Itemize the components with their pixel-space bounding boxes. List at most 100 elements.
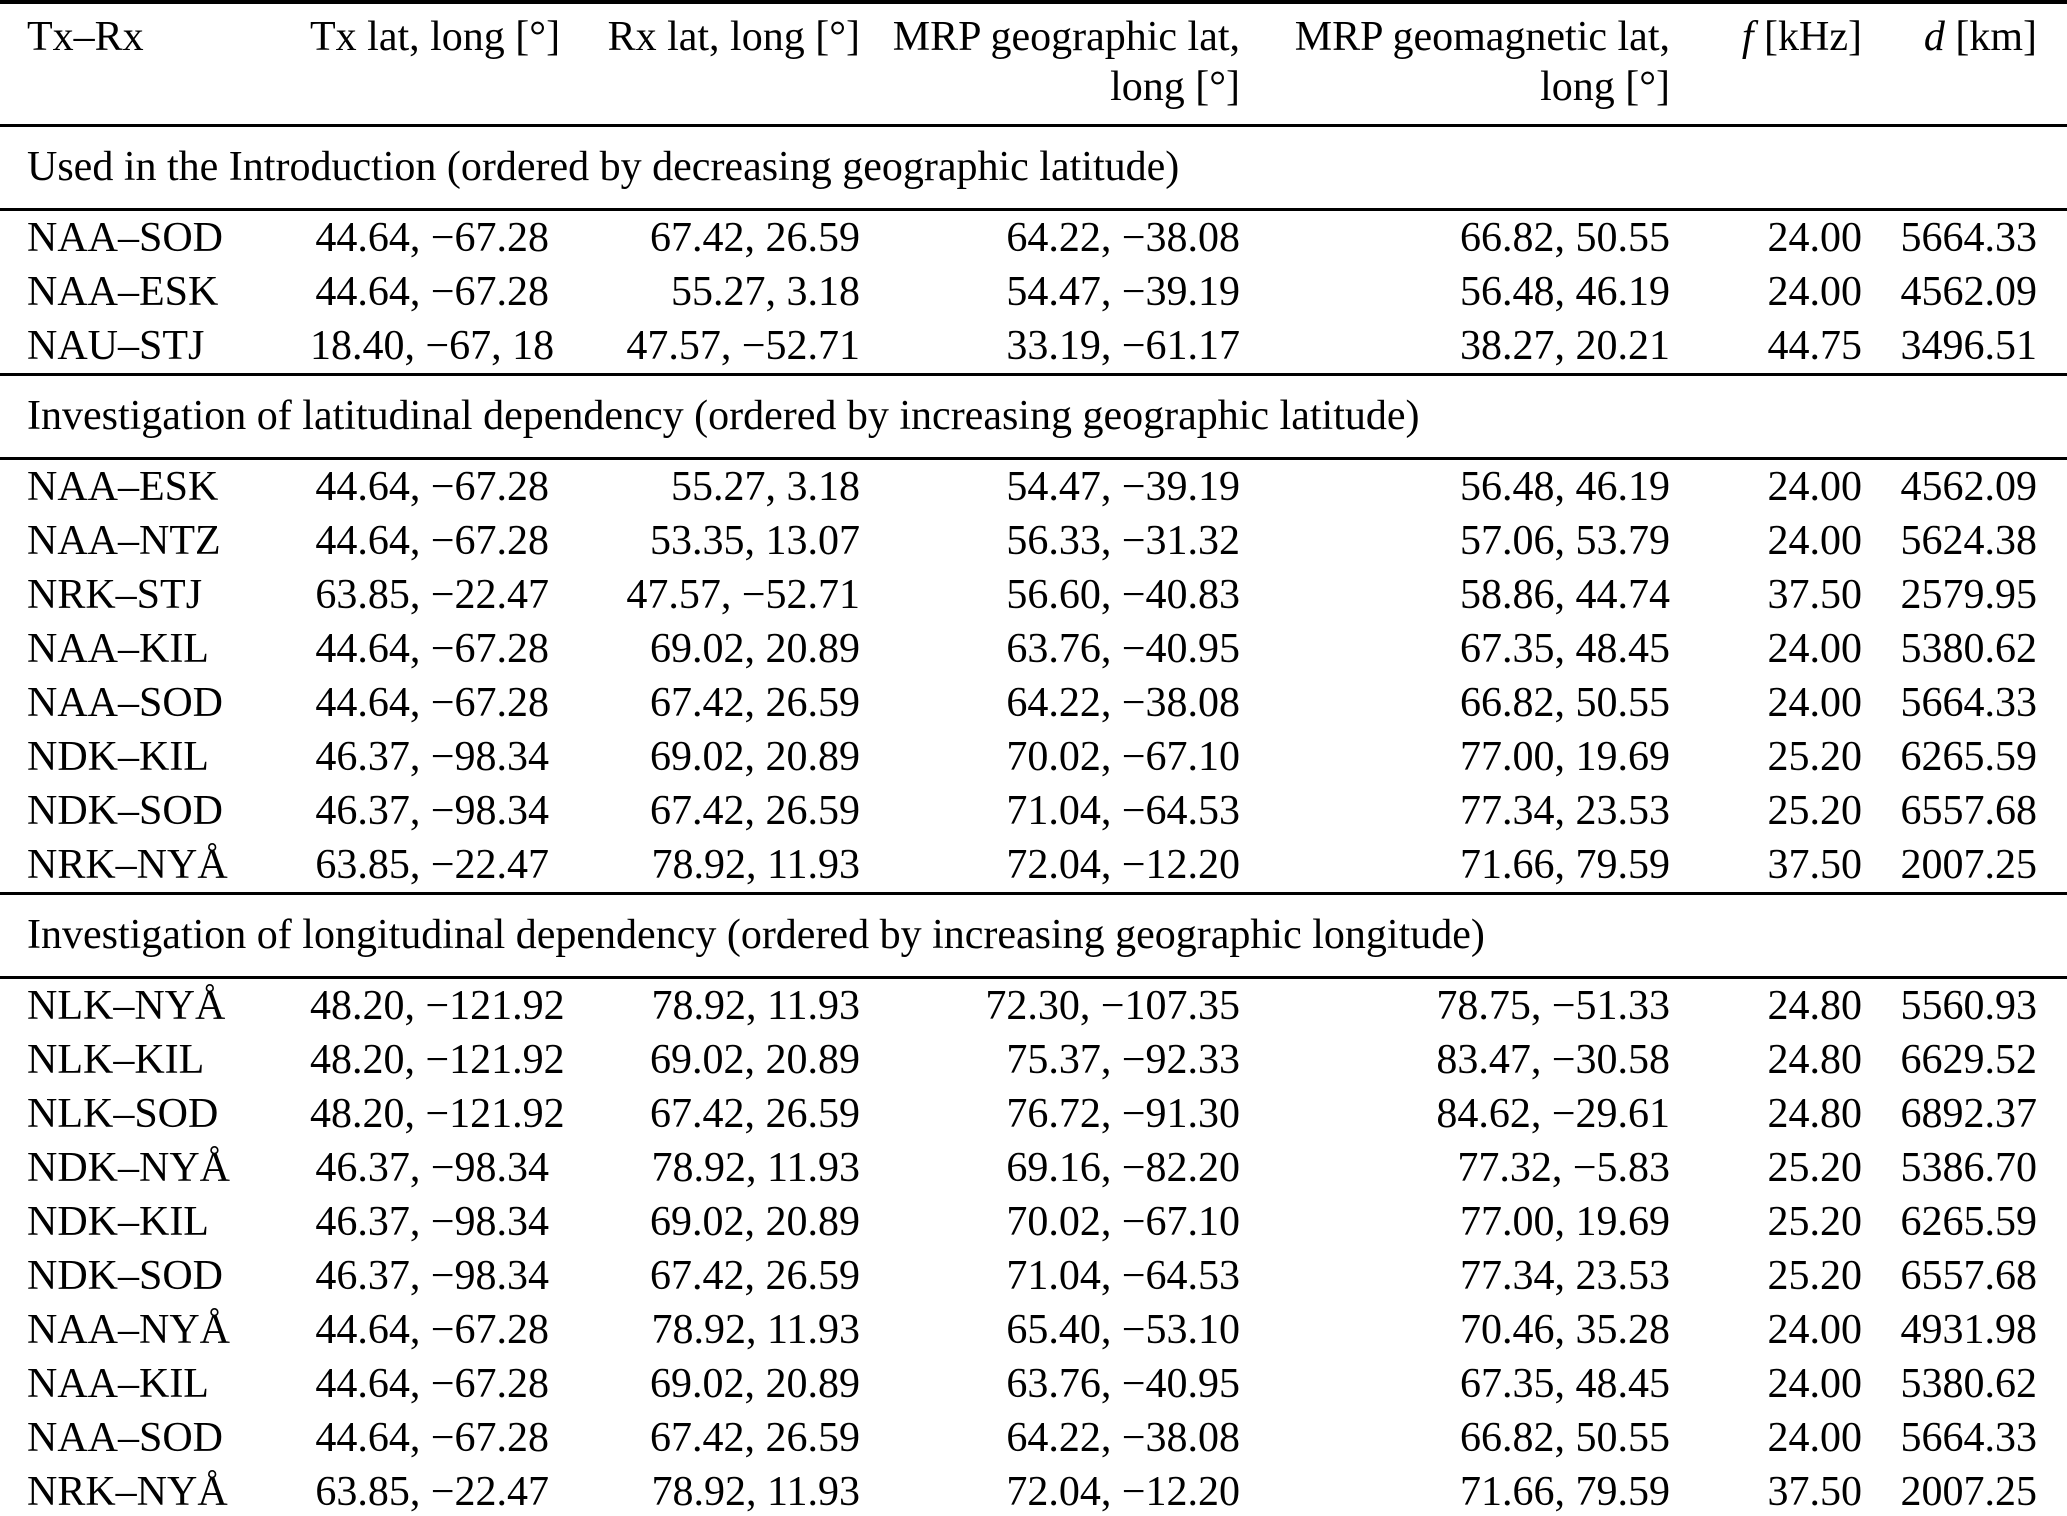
value-cell: 46.37, −98.34 [315, 788, 549, 834]
value-cell: 69.16, −82.20 [1006, 1145, 1240, 1191]
value-cell: 66.82, 50.55 [1460, 1415, 1670, 1461]
value-cell: 44.64, −67.28 [315, 464, 549, 510]
distance-symbol: d [1923, 14, 1945, 60]
value-cell: 77.34, 23.53 [1460, 1253, 1670, 1299]
value-cell: 44.75 [1767, 323, 1863, 369]
value-cell: 25.20 [1767, 1199, 1863, 1245]
value-cell: 67.35, 48.45 [1460, 1361, 1670, 1407]
value-cell: 64.22, −38.08 [1006, 680, 1240, 726]
value-cell: 67.42, 26.59 [650, 1415, 860, 1461]
value-cell: 70.02, −67.10 [1006, 1199, 1240, 1245]
value-cell: 69.02, 20.89 [650, 1199, 860, 1245]
value-cell: 25.20 [1767, 1253, 1863, 1299]
value-cell: 6265.59 [1900, 734, 2038, 780]
value-cell: 77.32, −5.83 [1457, 1145, 1670, 1191]
value-cell: 44.64, −67.28 [315, 1415, 549, 1461]
value-cell: 70.46, 35.28 [1460, 1307, 1670, 1353]
value-cell: 56.60, −40.83 [1006, 572, 1240, 618]
value-cell: 58.86, 44.74 [1460, 572, 1670, 618]
value-cell: 24.00 [1767, 626, 1863, 672]
value-cell: 44.64, −67.28 [315, 269, 549, 315]
value-cell: 44.64, −67.28 [315, 680, 549, 726]
value-cell: 5664.33 [1900, 215, 2038, 261]
header-tx-lat-long: Tx lat, long [°] [310, 2, 560, 127]
value-cell: 37.50 [1767, 1469, 1863, 1515]
value-cell: 5380.62 [1900, 1361, 2038, 1407]
table-row: NAU–STJ 18.40, −67, 18 47.57, −52.71 33.19,… [0, 319, 2067, 375]
table-row: NAA–SOD 44.64, −67.28 67.42, 26.59 64.22, −… [0, 210, 2067, 266]
value-cell: 69.02, 20.89 [650, 1037, 860, 1083]
value-cell: 71.04, −64.53 [1006, 1253, 1240, 1299]
value-cell: 53.35, 13.07 [650, 518, 860, 564]
header-mrp-geographic: MRP geographic lat, long [°] [860, 2, 1240, 127]
value-cell: 63.85, −22.47 [315, 1469, 549, 1515]
table-row: NAA–NYÅ 44.64, −67.28 78.92, 11.93 65.40, −… [0, 1303, 2067, 1357]
table-row: NDK–KIL 46.37, −98.34 69.02, 20.89 70.02, −… [0, 1195, 2067, 1249]
value-cell: 55.27, 3.18 [671, 464, 860, 510]
value-cell: 24.00 [1767, 215, 1863, 261]
value-cell: 18.40, −67, 18 [310, 323, 555, 369]
value-cell: 6892.37 [1900, 1091, 2038, 1137]
value-cell: 24.00 [1767, 680, 1863, 726]
value-cell: 47.57, −52.71 [626, 572, 860, 618]
table-row: NRK–STJ 63.85, −22.47 47.57, −52.71 56.60, … [0, 568, 2067, 622]
value-cell: 2007.25 [1900, 1469, 2038, 1515]
value-cell: 57.06, 53.79 [1460, 518, 1670, 564]
header-rx-lat-long: Rx lat, long [°] [549, 2, 860, 127]
table-row: NLK–KIL 48.20, −121.92 69.02, 20.89 75.37, … [0, 1033, 2067, 1087]
table-row: NAA–SOD 44.64, −67.28 67.42, 26.59 64.22, −… [0, 676, 2067, 730]
value-cell: 77.00, 19.69 [1460, 734, 1670, 780]
value-cell: 6557.68 [1900, 788, 2038, 834]
value-cell: 5386.70 [1900, 1145, 2038, 1191]
tx-rx-cell: NAA–KIL [27, 626, 209, 672]
value-cell: 70.02, −67.10 [1006, 734, 1240, 780]
value-cell: 47.57, −52.71 [626, 323, 860, 369]
table-row: NDK–SOD 46.37, −98.34 67.42, 26.59 71.04, −… [0, 1249, 2067, 1303]
header-row: Tx–Rx Tx lat, long [°] Rx lat, long [°] … [0, 2, 2067, 127]
value-cell: 44.64, −67.28 [315, 215, 549, 261]
value-cell: 71.66, 79.59 [1460, 1469, 1670, 1515]
value-cell: 38.27, 20.21 [1460, 323, 1670, 369]
header-tx-rx: Tx–Rx [0, 2, 310, 127]
table-row: NRK–NYÅ 63.85, −22.47 78.92, 11.93 72.04, −… [0, 1465, 2067, 1516]
value-cell: 6629.52 [1900, 1037, 2038, 1083]
value-cell: 66.82, 50.55 [1460, 215, 1670, 261]
tx-rx-cell: NDK–KIL [27, 1199, 209, 1245]
value-cell: 63.76, −40.95 [1006, 626, 1240, 672]
value-cell: 76.72, −91.30 [1006, 1091, 1240, 1137]
value-cell: 48.20, −121.92 [310, 983, 565, 1029]
value-cell: 75.37, −92.33 [1006, 1037, 1240, 1083]
value-cell: 24.00 [1767, 464, 1863, 510]
value-cell: 78.92, 11.93 [651, 1145, 860, 1191]
value-cell: 46.37, −98.34 [315, 1199, 549, 1245]
value-cell: 44.64, −67.28 [315, 1361, 549, 1407]
header-mrp-geomagnetic-line1: MRP geomagnetic lat, [1294, 14, 1670, 60]
value-cell: 5664.33 [1900, 1415, 2038, 1461]
value-cell: 44.64, −67.28 [315, 518, 549, 564]
tx-rx-cell: NAA–SOD [27, 680, 224, 726]
header-frequency: f [kHz] [1670, 2, 1862, 127]
tx-rx-cell: NAA–SOD [27, 1415, 224, 1461]
value-cell: 56.48, 46.19 [1460, 464, 1670, 510]
value-cell: 77.34, 23.53 [1460, 788, 1670, 834]
tx-rx-cell: NAA–KIL [27, 1361, 209, 1407]
tx-rx-cell: NLK–SOD [27, 1091, 219, 1137]
value-cell: 46.37, −98.34 [315, 1253, 549, 1299]
section-title-row: Used in the Introduction (ordered by dec… [0, 124, 2067, 211]
value-cell: 64.22, −38.08 [1006, 215, 1240, 261]
value-cell: 72.04, −12.20 [1006, 1469, 1240, 1515]
tx-rx-cell: NAA–NYÅ [27, 1307, 230, 1353]
table-row: NAA–ESK 44.64, −67.28 55.27, 3.18 54.47, −3… [0, 265, 2067, 319]
value-cell: 63.76, −40.95 [1006, 1361, 1240, 1407]
value-cell: 69.02, 20.89 [650, 626, 860, 672]
value-cell: 6265.59 [1900, 1199, 2038, 1245]
header-mrp-geomagnetic: MRP geomagnetic lat, long [°] [1240, 2, 1670, 127]
table-row: NAA–NTZ 44.64, −67.28 53.35, 13.07 56.33, −… [0, 514, 2067, 568]
value-cell: 48.20, −121.92 [310, 1037, 565, 1083]
table-row: NAA–SOD 44.64, −67.28 67.42, 26.59 64.22, −… [0, 1411, 2067, 1465]
value-cell: 37.50 [1767, 842, 1863, 888]
value-cell: 3496.51 [1900, 323, 2038, 369]
value-cell: 24.00 [1767, 518, 1863, 564]
table-row: NDK–KIL 46.37, −98.34 69.02, 20.89 70.02, −… [0, 730, 2067, 784]
